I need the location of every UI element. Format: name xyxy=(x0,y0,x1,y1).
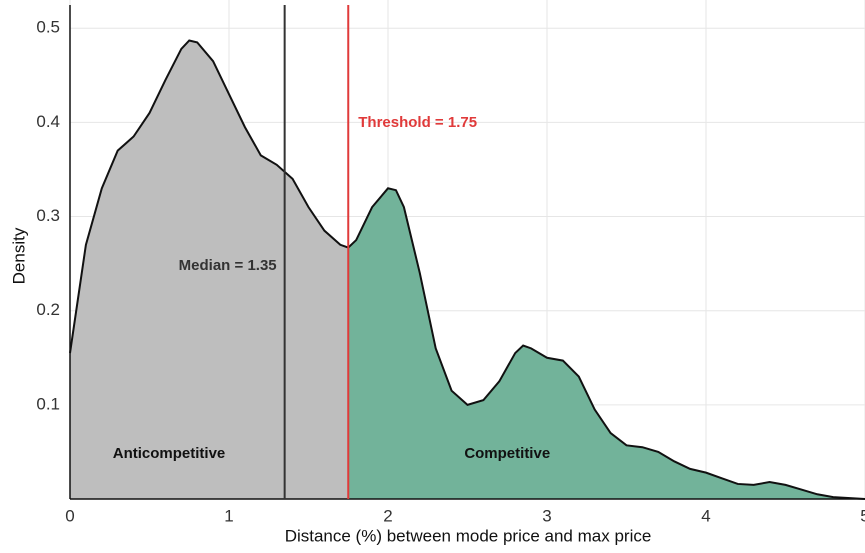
x-tick-label: 1 xyxy=(224,506,233,525)
density-area xyxy=(70,40,349,500)
y-tick-label: 0.3 xyxy=(36,206,60,225)
y-tick-label: 0.5 xyxy=(36,18,60,37)
x-tick-label: 2 xyxy=(383,506,392,525)
density-area xyxy=(348,188,865,499)
y-tick-label: 0.1 xyxy=(36,394,60,413)
x-tick-label: 3 xyxy=(542,506,551,525)
y-tick-label: 0.2 xyxy=(36,300,60,319)
density-line xyxy=(69,39,865,500)
x-tick-label: 5 xyxy=(860,506,865,525)
median-label: Median = 1.35 xyxy=(179,257,277,274)
x-axis-title: Distance (%) between mode price and max … xyxy=(285,526,652,545)
y-axis-title: Density xyxy=(9,227,28,284)
y-tick-label: 0.4 xyxy=(36,112,60,131)
region-label: Anticompetitive xyxy=(113,445,226,462)
x-tick-label: 0 xyxy=(65,506,74,525)
threshold-label: Threshold = 1.75 xyxy=(358,114,477,131)
x-tick-label: 4 xyxy=(701,506,710,525)
region-label: Competitive xyxy=(464,445,550,462)
